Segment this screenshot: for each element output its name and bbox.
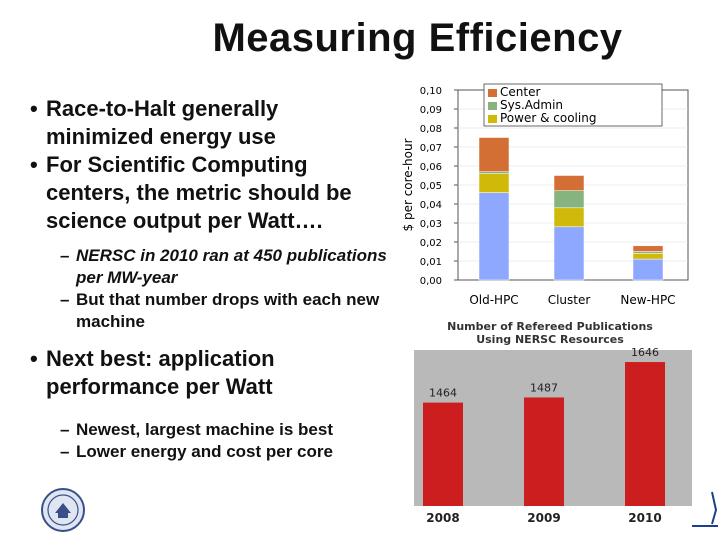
pub-bar (524, 397, 564, 506)
legend-swatch-sysadmin (488, 102, 497, 110)
plot-frame (457, 89, 689, 281)
y-tick-label: 0,09 (420, 105, 442, 116)
bar-segment-sys-admin (478, 171, 510, 174)
bar-segment-center (553, 175, 585, 191)
bar-segment-sys-admin (632, 251, 664, 254)
bullet-item: Race-to-Halt generally minimized energy … (30, 95, 390, 151)
slide-title: Measuring Efficiency (212, 16, 623, 60)
legend-box (483, 83, 663, 127)
y-tick-label: 0,08 (420, 124, 442, 135)
sub-bullet-item: – NERSC in 2010 ran at 450 publications p… (60, 246, 387, 287)
bar-segment-base (632, 258, 664, 281)
y-tick-label: 0,10 (420, 86, 442, 97)
bar-segment-power-cooling (553, 207, 585, 228)
pub-title-line-2: Using NERSC Resources (476, 333, 624, 346)
legend-label-power: Power & cooling (500, 111, 596, 125)
pub-value-label: 1646 (631, 346, 659, 359)
pub-value-label: 1487 (530, 381, 558, 394)
bullet-item: For Scientific Computing centers, the me… (30, 151, 390, 235)
bullet-item: Next best: application performance per W… (30, 345, 390, 401)
y-tick-label: 0,07 (420, 143, 442, 154)
y-tick-label: 0,02 (420, 238, 442, 249)
legend-swatch-center (488, 89, 497, 97)
bar-segment-base (553, 226, 585, 281)
pub-plot-area (414, 350, 692, 506)
pub-axis-band (414, 506, 692, 536)
university-seal-logo (41, 488, 85, 532)
legend-label-sysadmin: Sys.Admin (500, 98, 563, 112)
sub-bullet-item: – But that number drops with each new mac… (60, 290, 380, 331)
bar-segment-center (478, 137, 510, 172)
pub-title-line-1: Number of Refereed Publications (447, 320, 653, 333)
pub-value-label: 1464 (429, 387, 457, 400)
pub-year-label: 2009 (527, 511, 560, 525)
pub-title-band (428, 318, 672, 354)
pub-bar (625, 362, 665, 506)
edge-decoration (692, 491, 718, 527)
y-axis-label: $ per core-hour (401, 138, 415, 231)
y-tick-label: 0,06 (420, 162, 442, 173)
bar-segment-power-cooling (478, 173, 510, 193)
bar-segment-center (632, 245, 664, 252)
sub-bullet-item: – Newest, largest machine is best (60, 420, 333, 439)
pub-year-label: 2008 (426, 511, 459, 525)
x-category-label: New-HPC (620, 293, 675, 307)
y-tick-label: 0,01 (420, 257, 442, 268)
x-category-label: Cluster (548, 293, 591, 307)
y-tick-label: 0,00 (420, 276, 442, 287)
bar-segment-base (478, 192, 510, 281)
bullet-list: Race-to-Halt generally minimized energy … (30, 95, 390, 463)
legend-swatch-power (488, 115, 497, 123)
y-tick-label: 0,04 (420, 200, 442, 211)
pub-bar (423, 402, 463, 506)
y-tick-label: 0,03 (420, 219, 442, 230)
x-category-label: Old-HPC (469, 293, 518, 307)
pub-year-label: 2010 (628, 511, 661, 525)
legend-label-center: Center (500, 85, 540, 99)
bar-segment-sys-admin (553, 190, 585, 209)
y-tick-label: 0,05 (420, 181, 442, 192)
sub-bullet-item: – Lower energy and cost per core (60, 442, 333, 461)
bar-segment-power-cooling (632, 253, 664, 260)
